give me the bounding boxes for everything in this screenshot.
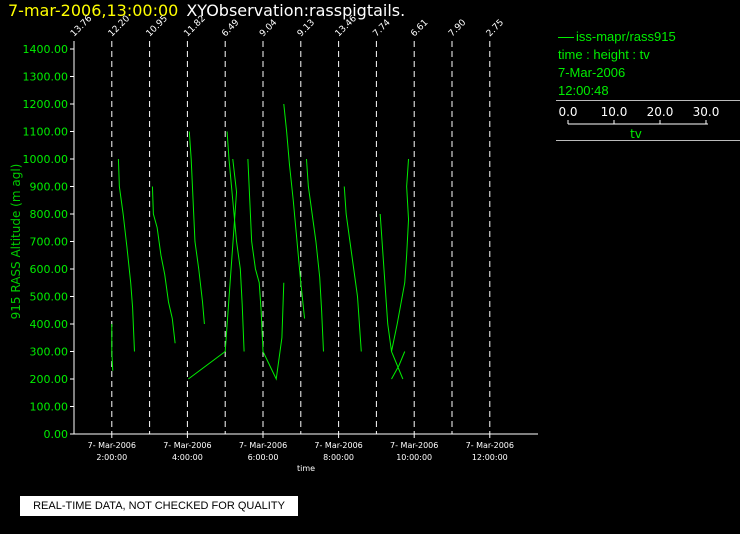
series-line <box>188 158 238 380</box>
y-tick-label: 900.00 <box>30 181 69 194</box>
series-line <box>343 186 362 352</box>
series-line <box>283 103 306 319</box>
series-line <box>379 158 410 380</box>
y-tick-label: 0.00 <box>44 428 69 441</box>
y-tick-label: 400.00 <box>30 318 69 331</box>
x-tick-date: 7- Mar-2006 <box>390 441 438 450</box>
x-tick-time: 12:00:00 <box>472 453 508 462</box>
title-timestamp: 7-mar-2006,13:00:00 <box>8 1 179 20</box>
y-axis-title: 915 RASS Altitude (m agl) <box>9 164 23 320</box>
y-tick-label: 500.00 <box>30 291 69 304</box>
legend-scale-tick: 0.0 <box>558 105 577 119</box>
x-tick-time: 4:00:00 <box>172 453 203 462</box>
series-line <box>151 186 176 344</box>
profile-value-label: 13.76 <box>69 14 94 39</box>
legend-divider-top <box>556 100 740 101</box>
y-tick-label: 1100.00 <box>23 126 69 139</box>
y-tick-label: 200.00 <box>30 373 69 386</box>
profile-value-label: 6.49 <box>220 18 241 39</box>
x-tick-date: 7- Mar-2006 <box>466 441 514 450</box>
series-line <box>117 158 135 352</box>
x-tick-time: 2:00:00 <box>96 453 127 462</box>
profile-value-label: 7.74 <box>371 18 392 39</box>
legend-divider-bottom <box>556 140 740 141</box>
legend-date: 7-Mar-2006 <box>558 65 626 80</box>
series-line <box>391 351 406 380</box>
y-tick-label: 300.00 <box>30 346 69 359</box>
legend-series-label: iss-mapr/rass915 <box>576 29 676 44</box>
profile-value-label: 10.95 <box>145 14 170 39</box>
y-tick-label: 600.00 <box>30 263 69 276</box>
legend-series: iss-mapr/rass915 <box>556 28 740 46</box>
legend-time: 12:00:48 <box>558 83 609 98</box>
y-tick-label: 700.00 <box>30 236 69 249</box>
chart-title: 7-mar-2006,13:00:00 XYObservation:rasspig… <box>8 1 405 20</box>
series-line <box>305 158 324 352</box>
legend-scale-tick: 20.0 <box>647 105 674 119</box>
profile-value-label: 6.61 <box>409 18 430 39</box>
profile-value-label: 11.82 <box>182 14 207 39</box>
series-line <box>226 131 245 352</box>
x-tick-date: 7- Mar-2006 <box>88 441 136 450</box>
x-tick-time: 8:00:00 <box>323 453 354 462</box>
x-tick-time: 6:00:00 <box>248 453 279 462</box>
series-line <box>188 131 205 325</box>
profile-value-label: 2.75 <box>485 18 506 39</box>
x-tick-date: 7- Mar-2006 <box>163 441 211 450</box>
quality-disclaimer: REAL-TIME DATA, NOT CHECKED FOR QUALITY <box>20 496 298 516</box>
legend-axes-label: time : height : tv <box>558 47 650 62</box>
y-tick-label: 100.00 <box>30 401 69 414</box>
x-tick-date: 7- Mar-2006 <box>239 441 287 450</box>
legend-scale-tick: 30.0 <box>693 105 720 119</box>
title-observation-name: XYObservation:rasspigtails. <box>186 1 406 20</box>
y-tick-label: 1000.00 <box>23 153 69 166</box>
legend-scale-label: tv <box>630 127 642 140</box>
series-line <box>247 158 285 381</box>
profile-value-label: 7.90 <box>447 18 468 39</box>
profile-value-label: 9.04 <box>258 18 279 39</box>
y-tick-label: 1300.00 <box>23 71 69 84</box>
profile-value-label: 9.13 <box>296 18 317 39</box>
y-tick-label: 800.00 <box>30 208 69 221</box>
profile-value-label: 13.46 <box>334 14 359 39</box>
x-tick-date: 7- Mar-2006 <box>314 441 362 450</box>
legend-series-swatch <box>558 37 574 39</box>
x-axis-title: time <box>297 464 315 473</box>
x-tick-time: 10:00:00 <box>396 453 432 462</box>
series-line <box>111 324 114 371</box>
y-tick-label: 1200.00 <box>23 98 69 111</box>
profile-value-label: 12.20 <box>107 14 132 39</box>
legend-scale-tick: 10.0 <box>601 105 628 119</box>
legend-panel: iss-mapr/rass915 time : height : tv 7-Ma… <box>556 28 740 141</box>
legend-scale: 0.0 10.0 20.0 30.0 tv <box>558 105 720 140</box>
y-tick-label: 1400.00 <box>23 43 69 56</box>
